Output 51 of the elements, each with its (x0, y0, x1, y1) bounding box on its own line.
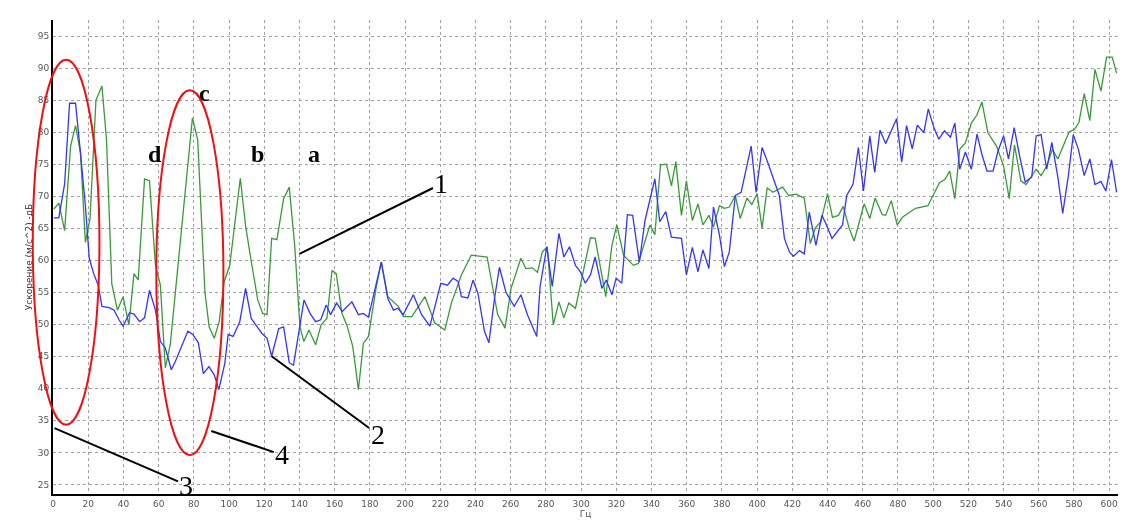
x-tick-label: 400 (748, 498, 766, 509)
x-tick-label: 560 (1030, 498, 1048, 509)
y-tick-label: 95 (37, 31, 50, 42)
x-tick-label: 80 (188, 498, 200, 509)
y-tick-label: 65 (37, 223, 50, 234)
y-tick-label: 35 (37, 415, 50, 426)
annotation: c (199, 80, 210, 106)
x-tick-label: 360 (678, 498, 696, 509)
x-tick-label: 340 (642, 498, 661, 509)
y-tick-label: 25 (37, 479, 50, 490)
y-tick-label: 90 (37, 63, 50, 74)
y-tick-label: 50 (37, 319, 50, 330)
x-tick-label: 260 (502, 498, 520, 509)
x-tick-label: 140 (290, 498, 309, 509)
y-tick-label: 60 (37, 255, 50, 266)
annotation: 4 (275, 439, 289, 470)
annotation: d (148, 141, 162, 167)
x-tick-label: 600 (1100, 498, 1119, 509)
x-tick-label: 380 (713, 498, 731, 509)
x-tick-label: 180 (361, 498, 379, 509)
x-tick-label: 320 (607, 498, 626, 509)
x-tick-label: 120 (255, 498, 274, 509)
x-tick-label: 40 (117, 498, 130, 509)
x-tick-label: 460 (854, 498, 872, 509)
x-tick-label: 440 (818, 498, 837, 509)
x-tick-label: 100 (220, 498, 238, 509)
x-axis-title: Гц (579, 508, 592, 519)
x-tick-label: 420 (783, 498, 802, 509)
x-tick-label: 20 (82, 498, 95, 509)
annotation: b (251, 141, 265, 167)
annotation: 1 (434, 168, 448, 199)
y-tick-label: 55 (37, 287, 50, 298)
annotation: a (308, 141, 320, 167)
x-tick-label: 0 (50, 498, 57, 509)
y-tick-label: 30 (37, 447, 50, 458)
x-tick-label: 200 (396, 498, 414, 509)
annotation: 2 (371, 419, 385, 450)
x-tick-label: 580 (1065, 498, 1083, 509)
x-tick-label: 500 (924, 498, 943, 509)
x-tick-label: 60 (152, 498, 165, 509)
x-tick-label: 220 (431, 498, 450, 509)
y-axis-title: Ускорение (м/с^2) -дБ (23, 203, 34, 311)
x-tick-label: 480 (889, 498, 907, 509)
x-tick-label: 240 (466, 498, 485, 509)
y-tick-label: 75 (37, 159, 50, 170)
x-tick-label: 540 (994, 498, 1013, 509)
x-tick-label: 520 (959, 498, 978, 509)
x-tick-label: 280 (537, 498, 555, 509)
y-tick-label: 70 (37, 191, 50, 202)
x-tick-label: 300 (572, 498, 590, 509)
x-tick-label: 160 (326, 498, 344, 509)
